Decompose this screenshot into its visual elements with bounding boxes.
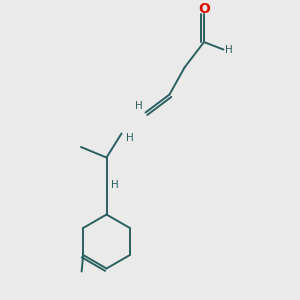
Text: H: H [225, 45, 233, 55]
Text: H: H [135, 101, 143, 111]
Text: H: H [126, 133, 134, 143]
Text: O: O [198, 2, 210, 16]
Text: H: H [111, 179, 119, 190]
